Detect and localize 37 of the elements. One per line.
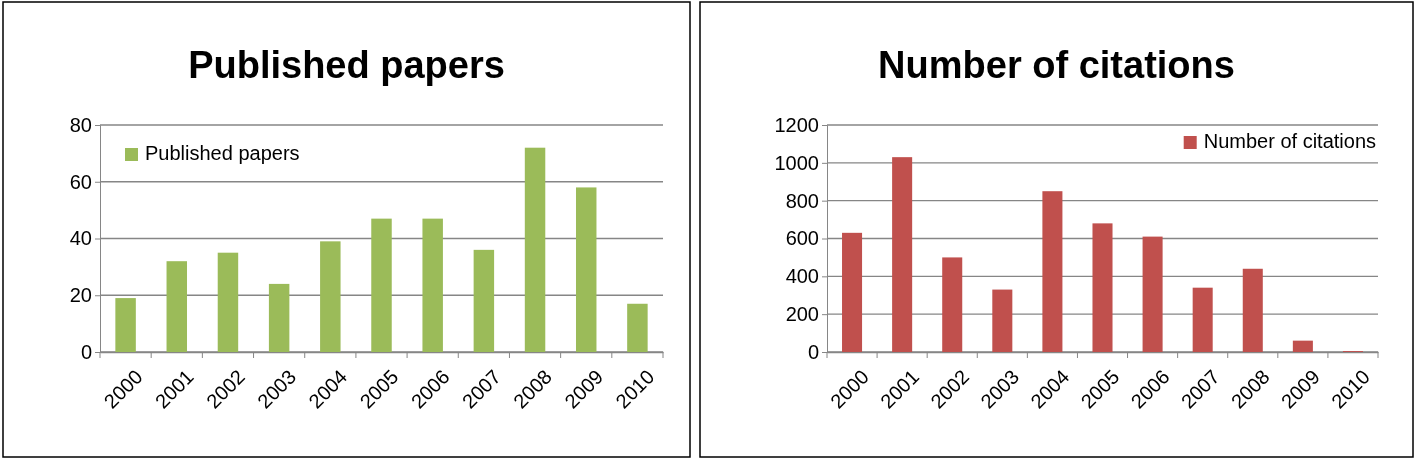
- y-tick-label: 1200: [774, 113, 819, 136]
- bar: [1292, 340, 1313, 352]
- y-tick-label: 20: [69, 284, 92, 307]
- y-tick-label: 80: [69, 113, 92, 136]
- legend-label: Number of citations: [1203, 130, 1376, 152]
- bar: [422, 218, 443, 352]
- chart-title: Number of citations: [878, 44, 1235, 86]
- y-tick-label: 40: [69, 227, 92, 250]
- y-tick-label: 800: [785, 189, 819, 212]
- bar: [115, 298, 136, 352]
- bar: [1042, 191, 1063, 352]
- bar: [1142, 236, 1163, 352]
- bar: [371, 218, 392, 352]
- y-tick-label: 0: [807, 340, 819, 363]
- bar: [524, 147, 546, 352]
- y-tick-label: 200: [785, 303, 819, 326]
- bar: [473, 249, 495, 352]
- bar: [627, 303, 648, 352]
- bar: [217, 252, 239, 352]
- bar: [1242, 268, 1263, 352]
- bar: [842, 232, 863, 352]
- y-tick-label: 60: [69, 170, 92, 193]
- bar: [1192, 287, 1213, 352]
- bar: [268, 283, 290, 352]
- bar: [1092, 223, 1113, 352]
- bar: [892, 157, 913, 352]
- bar: [942, 257, 963, 352]
- y-tick-label: 0: [80, 340, 92, 363]
- bar: [992, 289, 1013, 352]
- legend-label: Published papers: [145, 142, 300, 164]
- y-tick-label: 400: [785, 265, 819, 288]
- chart-title: Published papers: [188, 44, 505, 86]
- bar: [320, 241, 341, 352]
- bar: [575, 187, 597, 352]
- y-tick-label: 600: [785, 227, 819, 250]
- y-tick-label: 1000: [774, 151, 819, 174]
- bar: [166, 261, 188, 352]
